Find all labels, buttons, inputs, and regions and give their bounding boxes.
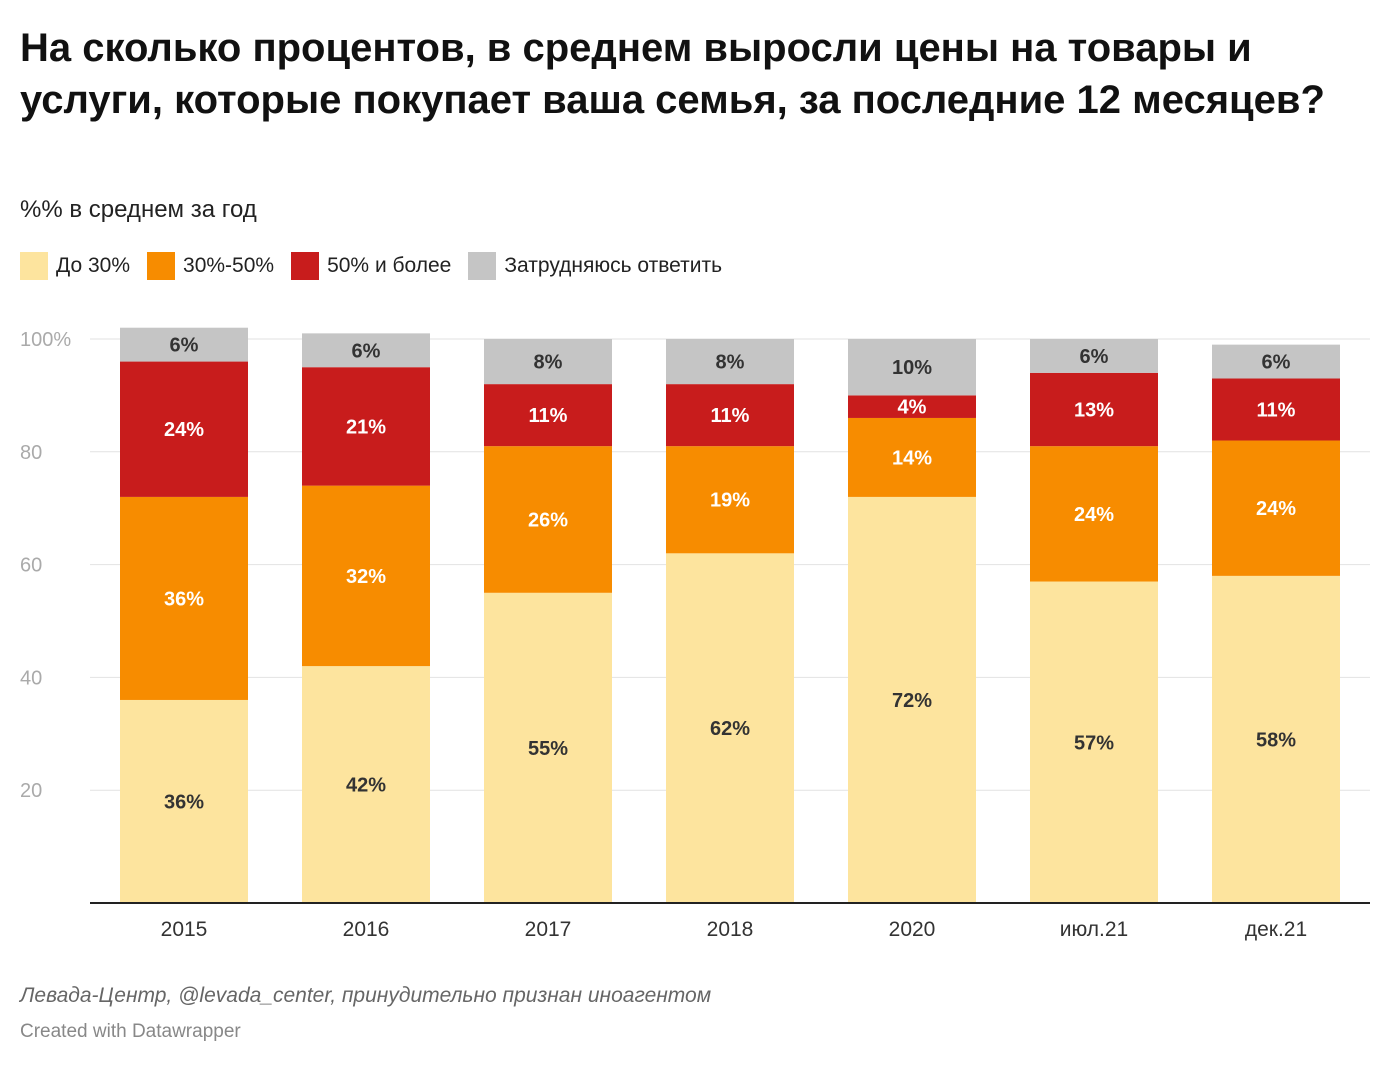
bar-value-label: 6% <box>1080 346 1109 368</box>
bar-value-label: 11% <box>529 405 568 427</box>
bar-segment <box>484 592 612 903</box>
bar-value-label: 8% <box>716 352 745 374</box>
bar-value-label: 4% <box>898 397 927 419</box>
legend-swatch <box>468 252 497 280</box>
bar-segment <box>1030 372 1158 447</box>
bar-value-label: 21% <box>346 416 386 438</box>
x-category-label: 2020 <box>889 918 936 941</box>
x-category-label: 2017 <box>525 918 572 941</box>
bar-segment <box>1030 339 1158 373</box>
bar-segment <box>302 367 430 486</box>
legend-swatch <box>147 252 176 280</box>
legend-item-hard-to-say: Затрудняюсь ответить <box>468 252 722 280</box>
stacked-bar-chart: 20 40 60 80 100% 36% 36% 24% 6% 2015 42% 32% 21% 6% 20… <box>20 327 1370 941</box>
bar-segment <box>302 485 430 667</box>
bar-segment <box>666 553 794 903</box>
bar-value-label: 6% <box>1262 352 1291 374</box>
credit-line: Created with Datawrapper <box>20 1021 241 1042</box>
y-tick-label: 80 <box>20 442 42 464</box>
legend-swatch <box>291 252 320 280</box>
legend-label: 30%-50% <box>183 254 275 277</box>
bar-value-label: 24% <box>164 419 204 441</box>
bar-segment <box>1030 581 1158 903</box>
bar-value-label: 24% <box>1256 498 1296 520</box>
legend-label: До 30% <box>56 254 131 277</box>
bar-value-label: 36% <box>164 588 204 610</box>
bar-value-label: 57% <box>1074 732 1114 754</box>
bar-segment <box>484 384 612 447</box>
y-tick-label: 60 <box>20 555 42 577</box>
bar-segment <box>848 395 976 418</box>
x-category-label: 2016 <box>343 918 390 941</box>
x-category-label: июл.21 <box>1060 918 1128 941</box>
bar-segment <box>120 361 248 497</box>
bar-value-label: 36% <box>164 791 204 813</box>
bar-segment <box>666 384 794 447</box>
bar-segment <box>302 333 430 368</box>
legend-item-50-plus: 50% и более <box>291 252 451 280</box>
chart-title: На сколько процентов, в среднем выросли … <box>20 26 1325 122</box>
bar-segment <box>120 699 248 903</box>
bar-value-label: 32% <box>346 566 386 588</box>
bar-value-label: 72% <box>892 690 932 712</box>
legend-label: 50% и более <box>327 254 452 277</box>
bar-segment <box>120 327 248 362</box>
source-note: Левада-Центр, @levada_center, принудител… <box>20 984 712 1007</box>
bar-segment <box>484 446 612 593</box>
legend: До 30% 30%-50% 50% и более Затрудняюсь о… <box>20 252 739 280</box>
bar-segment <box>848 417 976 497</box>
legend-item-30-50: 30%-50% <box>147 252 274 280</box>
bar-segment <box>1212 440 1340 576</box>
bar-segment <box>1212 378 1340 441</box>
bar-value-label: 6% <box>352 340 381 362</box>
bar-segment <box>666 339 794 385</box>
bar-value-label: 11% <box>1257 400 1296 422</box>
bar-segment <box>1030 446 1158 582</box>
bar-value-label: 10% <box>892 357 932 379</box>
bar-segment <box>302 666 430 903</box>
bar-value-label: 58% <box>1256 729 1296 751</box>
bar-value-label: 26% <box>528 509 568 531</box>
bar-value-label: 11% <box>711 405 750 427</box>
bar-value-label: 8% <box>534 352 563 374</box>
y-tick-label: 40 <box>20 667 42 689</box>
bar-segment <box>120 496 248 700</box>
bar-value-label: 55% <box>528 738 568 760</box>
bar-value-label: 19% <box>710 490 750 512</box>
x-category-label: 2015 <box>161 918 208 941</box>
bar-value-label: 6% <box>170 335 199 357</box>
legend-label: Затрудняюсь ответить <box>504 254 723 277</box>
bar-segment <box>666 446 794 554</box>
bar-segment <box>848 339 976 396</box>
bar-segment <box>484 339 612 385</box>
y-tick-label: 20 <box>20 780 42 802</box>
bar-segment <box>1212 575 1340 903</box>
y-tick-label: 100% <box>20 329 71 351</box>
x-category-label: дек.21 <box>1245 918 1307 941</box>
bar-value-label: 24% <box>1074 504 1114 526</box>
bar-value-label: 62% <box>710 718 750 740</box>
bar-segment <box>1212 344 1340 379</box>
legend-swatch <box>20 252 48 280</box>
x-category-label: 2018 <box>707 918 754 941</box>
chart-subtitle: %% в среднем за год <box>20 196 257 223</box>
legend-item-up-to-30: До 30% <box>20 252 130 280</box>
bar-value-label: 13% <box>1074 400 1114 422</box>
bar-segment <box>848 496 976 903</box>
bar-value-label: 14% <box>892 447 932 469</box>
bar-value-label: 42% <box>346 775 386 797</box>
